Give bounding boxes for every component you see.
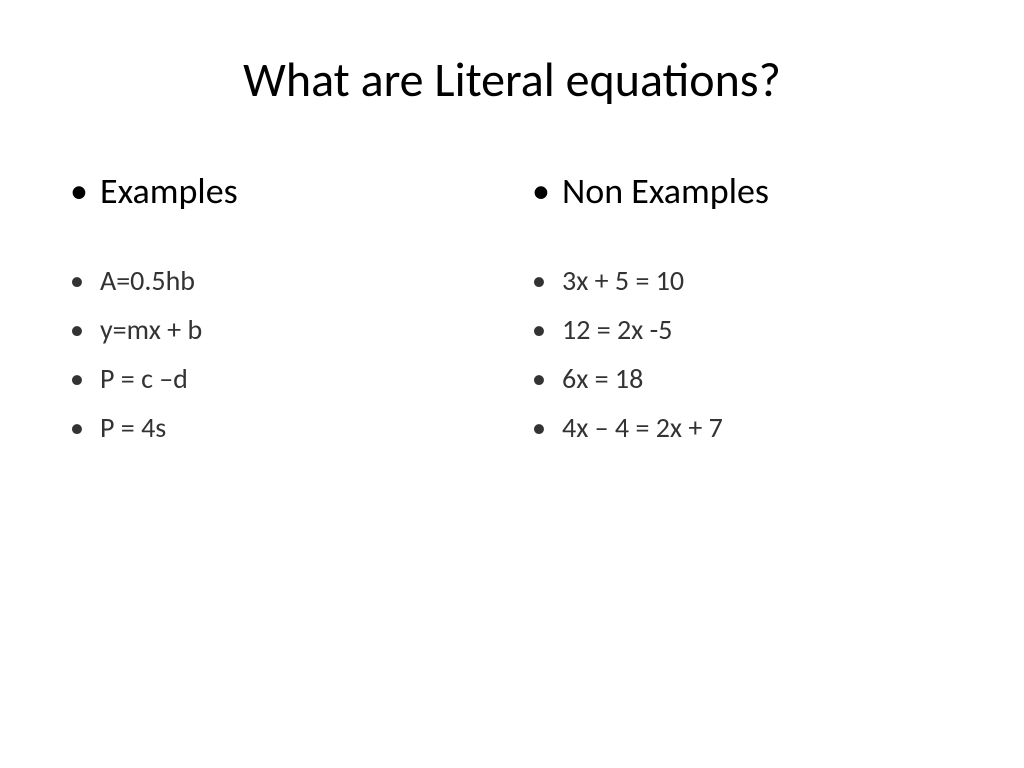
list-item: A=0.5hb [70,263,492,298]
examples-list: A=0.5hb y=mx + b P = c –d P = 4s [70,263,492,445]
list-item: y=mx + b [70,312,492,347]
content-columns: Examples A=0.5hb y=mx + b P = c –d P = 4… [70,169,954,459]
slide-title: What are Literal equations? [70,50,954,109]
list-item: P = 4s [70,410,492,445]
list-item: 6x = 18 [532,361,954,396]
list-item: P = c –d [70,361,492,396]
examples-header: Examples [70,169,492,213]
list-item: 3x + 5 = 10 [532,263,954,298]
non-examples-list: 3x + 5 = 10 12 = 2x -5 6x = 18 4x – 4 = … [532,263,954,445]
right-column: Non Examples 3x + 5 = 10 12 = 2x -5 6x =… [532,169,954,459]
list-item: 12 = 2x -5 [532,312,954,347]
non-examples-header: Non Examples [532,169,954,213]
list-item: 4x – 4 = 2x + 7 [532,410,954,445]
left-column: Examples A=0.5hb y=mx + b P = c –d P = 4… [70,169,492,459]
